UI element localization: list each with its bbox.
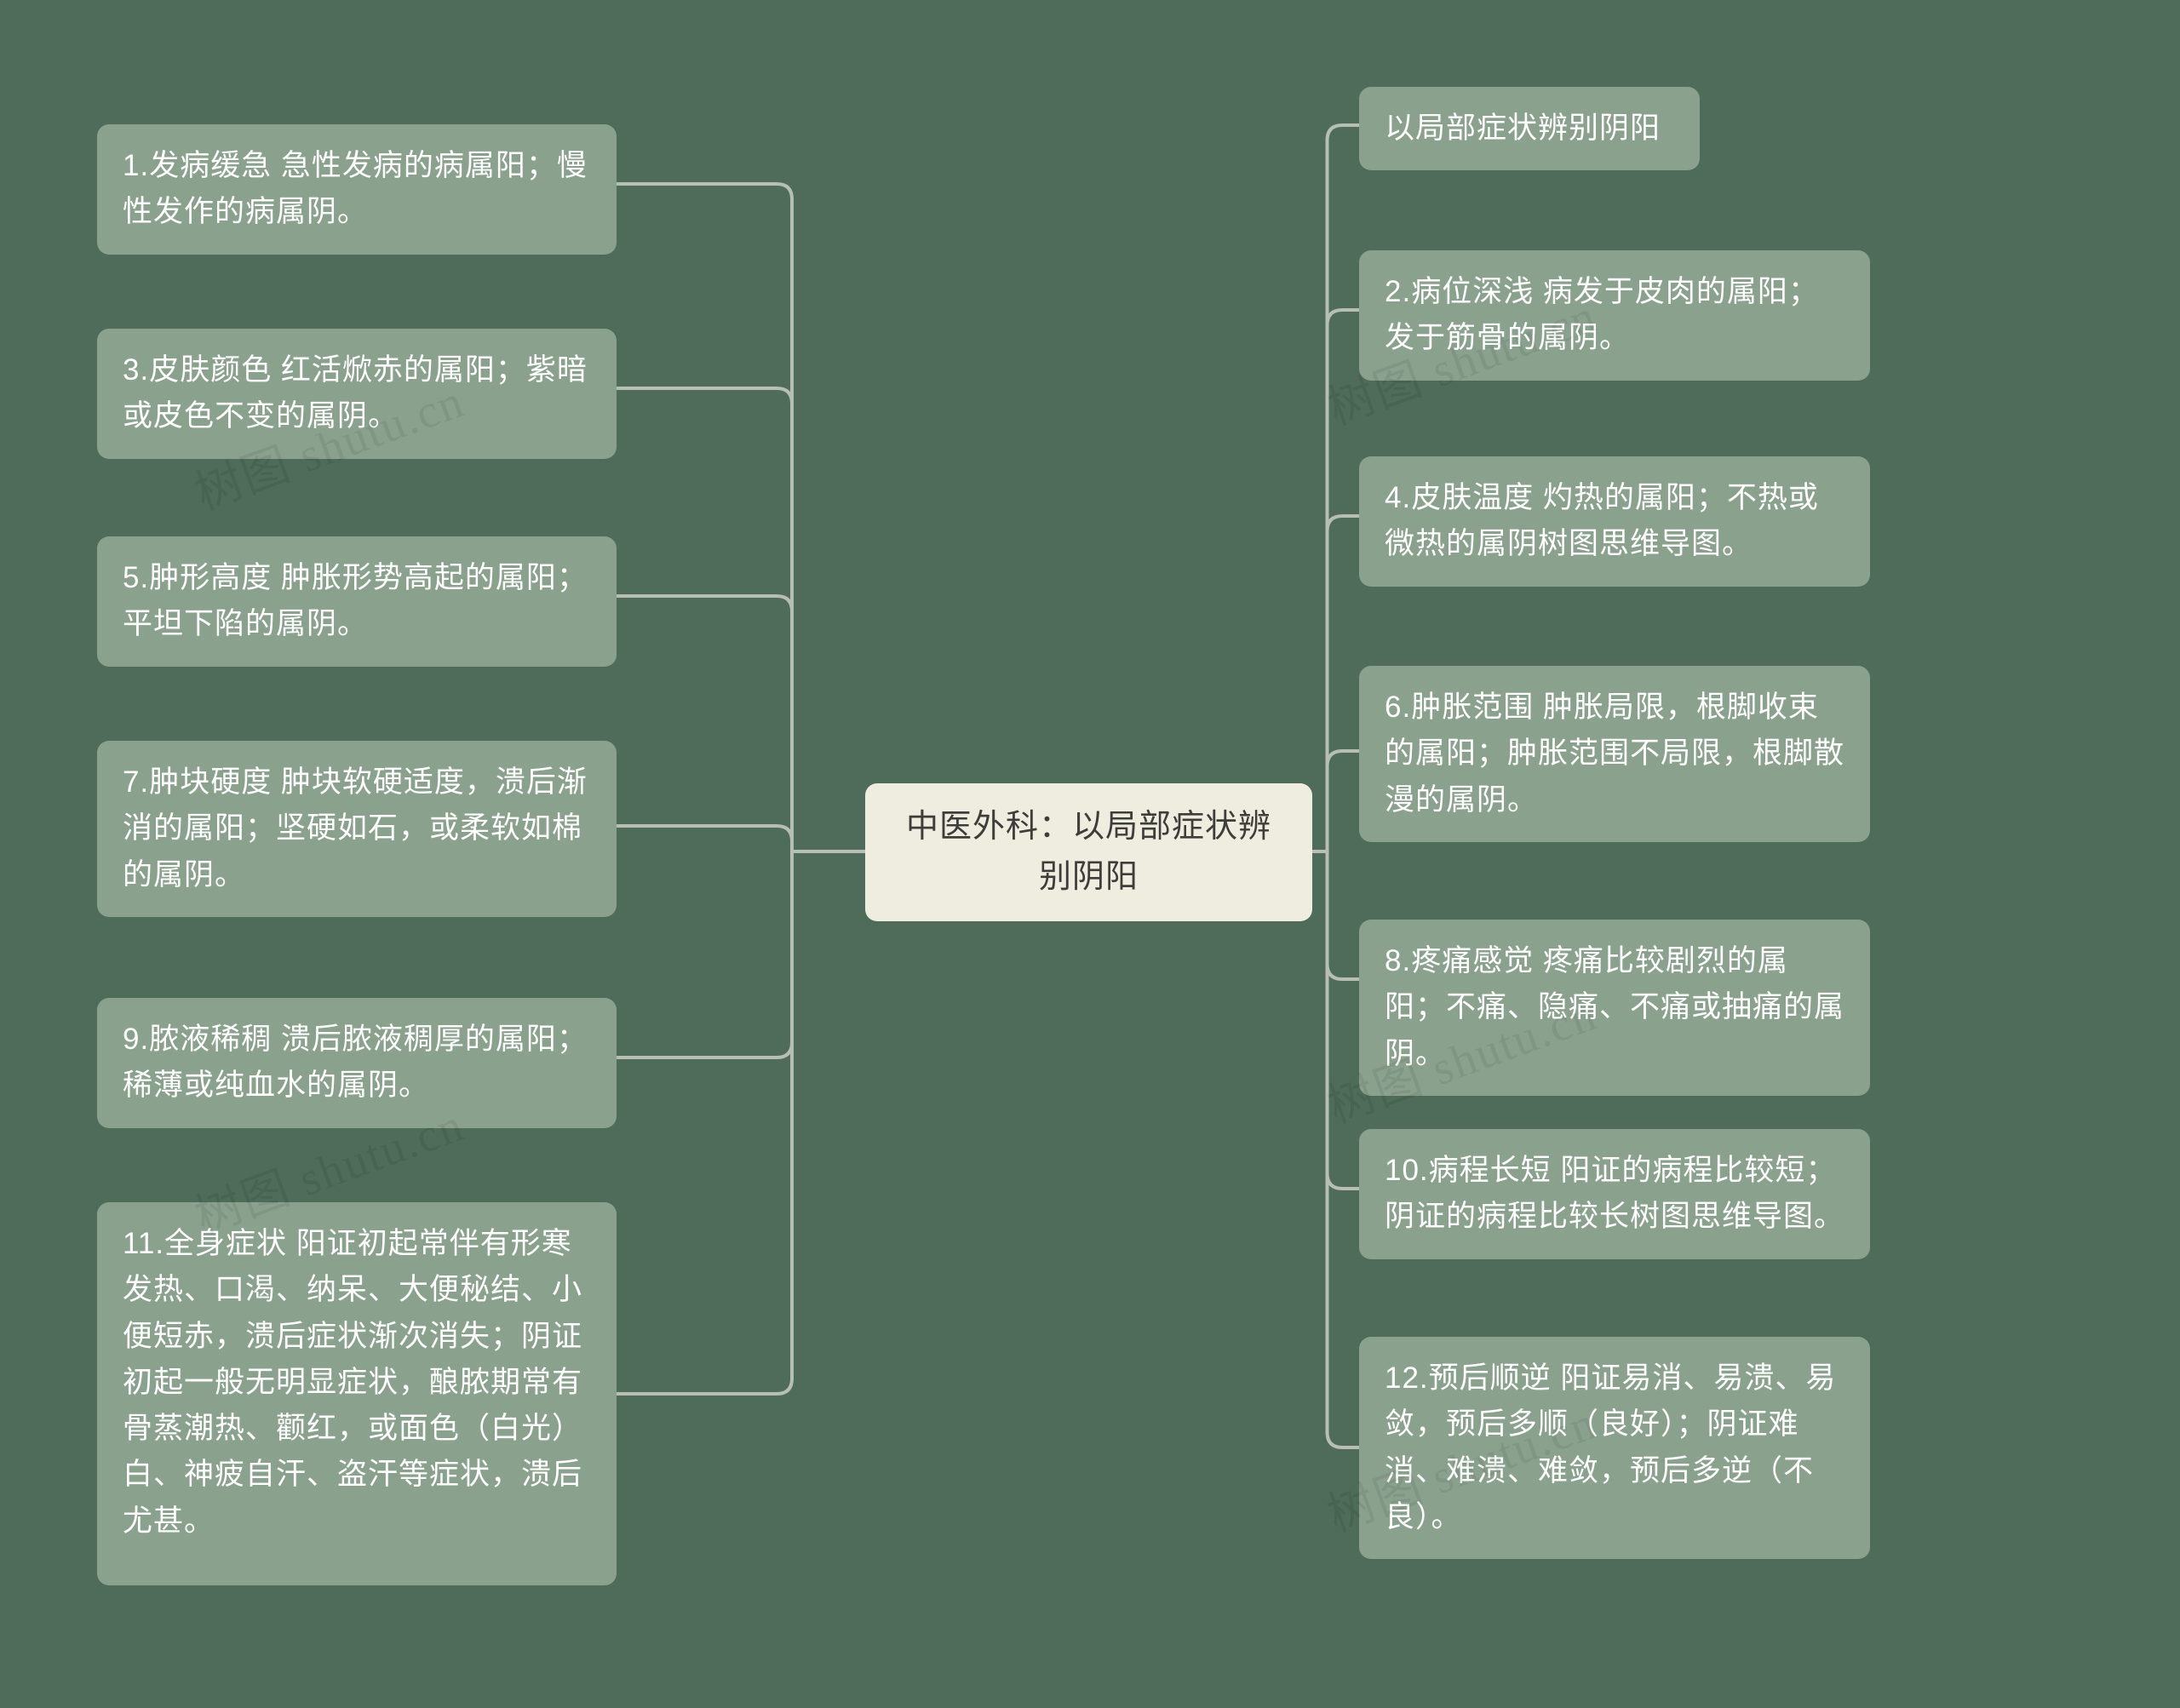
right-node-R6: 6.肿胀范围 肿胀局限，根脚收束的属阳；肿胀范围不局限，根脚散漫的属阴。 [1359,666,1870,842]
left-node-L7: 7.肿块硬度 肿块软硬适度，溃后渐消的属阳；坚硬如石，或柔软如棉的属阴。 [97,741,617,917]
left-node-L7-label: 7.肿块硬度 肿块软硬适度，溃后渐消的属阳；坚硬如石，或柔软如棉的属阴。 [123,765,588,891]
left-node-L9-label: 9.脓液稀稠 溃后脓液稠厚的属阳；稀薄或纯血水的属阴。 [123,1023,588,1102]
right-node-R4: 4.皮肤温度 灼热的属阳；不热或微热的属阴树图思维导图。 [1359,456,1870,587]
left-node-L5-label: 5.肿形高度 肿胀形势高起的属阳；平坦下陷的属阴。 [123,561,588,640]
center-node: 中医外科：以局部症状辨别阴阳 [865,783,1312,921]
left-node-L11: 11.全身症状 阳证初起常伴有形寒发热、口渴、纳呆、大便秘结、小便短赤，溃后症状… [97,1202,617,1585]
left-node-L11-label: 11.全身症状 阳证初起常伴有形寒发热、口渴、纳呆、大便秘结、小便短赤，溃后症状… [123,1227,582,1538]
right-node-R6-label: 6.肿胀范围 肿胀局限，根脚收束的属阳；肿胀范围不局限，根脚散漫的属阴。 [1385,691,1844,817]
right-node-R12: 12.预后顺逆 阳证易消、易溃、易敛，预后多顺（良好）；阴证难消、难溃、难敛，预… [1359,1337,1870,1559]
left-node-L9: 9.脓液稀稠 溃后脓液稠厚的属阳；稀薄或纯血水的属阴。 [97,998,617,1128]
right-node-R0-label: 以局部症状辨别阴阳 [1385,112,1661,145]
left-node-L5: 5.肿形高度 肿胀形势高起的属阳；平坦下陷的属阴。 [97,536,617,667]
right-node-R10-label: 10.病程长短 阳证的病程比较短；阴证的病程比较长树图思维导图。 [1385,1154,1844,1233]
left-node-L1-label: 1.发病缓急 急性发病的病属阳；慢性发作的病属阴。 [123,149,588,228]
right-node-R8: 8.疼痛感觉 疼痛比较剧烈的属阳；不痛、隐痛、不痛或抽痛的属阴。 [1359,920,1870,1096]
right-node-R10: 10.病程长短 阳证的病程比较短；阴证的病程比较长树图思维导图。 [1359,1129,1870,1259]
right-node-R0: 以局部症状辨别阴阳 [1359,87,1700,170]
right-node-R2: 2.病位深浅 病发于皮肉的属阳；发于筋骨的属阴。 [1359,250,1870,381]
center-node-label: 中医外科：以局部症状辨别阴阳 [906,809,1271,895]
left-node-L1: 1.发病缓急 急性发病的病属阳；慢性发作的病属阴。 [97,124,617,255]
right-node-R2-label: 2.病位深浅 病发于皮肉的属阳；发于筋骨的属阴。 [1385,275,1819,354]
right-node-R12-label: 12.预后顺逆 阳证易消、易溃、易敛，预后多顺（良好）；阴证难消、难溃、难敛，预… [1385,1361,1836,1533]
right-node-R8-label: 8.疼痛感觉 疼痛比较剧烈的属阳；不痛、隐痛、不痛或抽痛的属阴。 [1385,944,1844,1070]
mindmap-stage: 中医外科：以局部症状辨别阴阳 1.发病缓急 急性发病的病属阳；慢性发作的病属阴。 3… [0,0,2180,1708]
left-node-L3: 3.皮肤颜色 红活焮赤的属阳；紫暗或皮色不变的属阴。 [97,329,617,459]
right-node-R4-label: 4.皮肤温度 灼热的属阳；不热或微热的属阴树图思维导图。 [1385,481,1819,560]
left-node-L3-label: 3.皮肤颜色 红活焮赤的属阳；紫暗或皮色不变的属阴。 [123,353,588,433]
